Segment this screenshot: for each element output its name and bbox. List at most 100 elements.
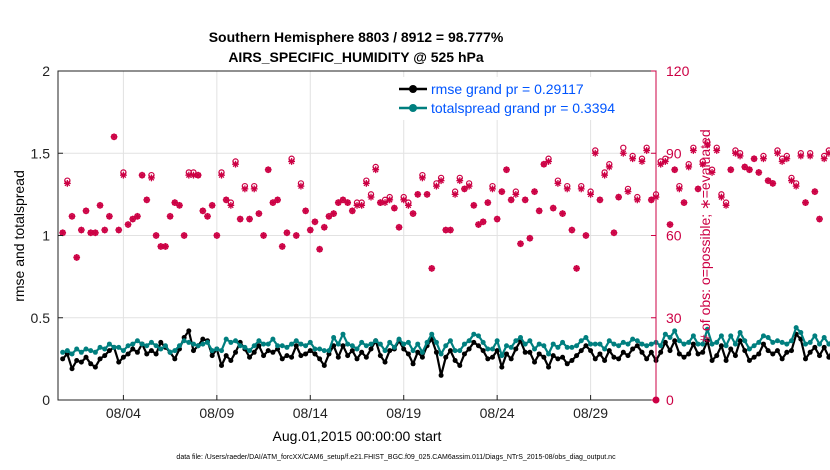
rmse-point	[634, 343, 640, 349]
totalspread-point	[293, 338, 299, 344]
evaluated-count-marker	[334, 199, 342, 206]
evaluated-count-marker	[250, 185, 258, 193]
totalspread-point	[803, 341, 808, 347]
totalspread-point	[737, 330, 743, 336]
rmse-point	[672, 338, 678, 344]
rmse-point	[461, 351, 467, 357]
evaluated-count-marker	[241, 185, 249, 193]
rmse-point	[125, 351, 131, 357]
evaluated-count-marker	[666, 221, 674, 228]
evaluated-count-marker	[713, 147, 721, 154]
evaluated-count-marker	[409, 210, 417, 217]
y-tick-label: 0	[42, 392, 50, 408]
evaluated-count-marker	[288, 158, 295, 165]
rmse-point	[289, 354, 295, 360]
evaluated-count-marker	[657, 160, 665, 168]
rmse-point	[695, 351, 701, 357]
evaluated-count-marker	[278, 243, 286, 250]
totalspread-point	[354, 346, 360, 352]
axis-ticks: 08/04 08/09 08/14 08/19 08/24 08/29 0 0.5 1 1.5 2 0…	[31, 63, 690, 421]
rmse-point	[788, 348, 794, 354]
rmse-point	[485, 356, 491, 362]
evaluated-count-marker	[162, 243, 169, 250]
rmse-point	[307, 348, 313, 354]
totalspread-point	[237, 343, 243, 349]
evaluated-count-marker	[610, 229, 618, 237]
evaluated-count-marker	[339, 196, 347, 204]
evaluated-count-marker	[498, 188, 506, 196]
evaluated-count-marker	[633, 196, 641, 204]
evaluated-count-marker	[591, 149, 599, 157]
evaluated-count-marker	[568, 226, 576, 234]
rmse-point	[728, 346, 734, 352]
totalspread-point	[658, 343, 664, 349]
evaluated-count-marker	[353, 201, 361, 209]
rmse-point	[644, 356, 650, 362]
evaluated-count-marker	[232, 160, 239, 168]
totalspread-point	[770, 339, 776, 345]
totalspread-point	[793, 325, 799, 331]
evaluated-count-marker	[316, 245, 324, 253]
totalspread-point	[742, 338, 748, 344]
rmse-point	[466, 346, 472, 352]
evaluated-count-marker	[517, 240, 524, 248]
totalspread-point	[466, 338, 472, 344]
evaluated-count-marker	[587, 190, 594, 198]
rmse-point	[508, 356, 514, 362]
rmse-point	[102, 353, 108, 359]
evaluated-count-marker	[722, 201, 730, 209]
rmse-point	[499, 364, 505, 370]
totalspread-point	[172, 348, 178, 354]
totalspread-point	[83, 346, 89, 352]
totalspread-point	[546, 351, 552, 357]
evaluated-count-marker	[311, 218, 319, 226]
right-y-tick-label: 0	[666, 392, 674, 408]
totalspread-point	[130, 341, 136, 347]
totalspread-point	[64, 348, 70, 354]
legend: rmse grand pr = 0.29117 totalspread gran…	[395, 77, 651, 120]
evaluated-count-marker	[320, 223, 328, 231]
totalspread-point	[125, 343, 131, 349]
evaluated-count-marker	[292, 232, 300, 239]
totalspread-point	[630, 336, 636, 342]
rmse-point	[144, 351, 150, 357]
evaluated-count-marker	[465, 182, 473, 190]
evaluated-count-marker	[493, 215, 501, 223]
right-y-tick-label: 120	[666, 63, 690, 79]
evaluated-count-marker	[227, 201, 235, 209]
evaluated-count-marker	[456, 177, 464, 185]
rmse-point	[97, 356, 103, 362]
rmse-point	[494, 348, 500, 354]
totalspread-point	[433, 339, 439, 345]
evaluated-count-marker	[166, 212, 174, 220]
totalspread-point	[723, 343, 729, 349]
rmse-point	[331, 343, 337, 349]
totalspread-point	[415, 341, 421, 347]
evaluated-count-marker	[825, 149, 830, 157]
totalspread-point	[139, 341, 145, 347]
rmse-point	[419, 354, 425, 360]
totalspread-point	[359, 339, 365, 345]
rmse-point	[583, 343, 589, 349]
totalspread-point	[321, 348, 327, 354]
rmse-point	[817, 353, 823, 359]
legend-spread-marker	[409, 104, 417, 112]
rmse-point	[74, 358, 80, 364]
totalspread-point	[167, 349, 173, 355]
evaluated-count-marker	[208, 201, 216, 209]
evaluated-count-marker	[414, 190, 422, 198]
right-y-tick-label: 30	[666, 310, 682, 326]
evaluated-count-marker	[582, 232, 590, 239]
evaluated-count-marker	[708, 169, 716, 176]
evaluated-count-marker	[526, 234, 534, 242]
rmse-point	[382, 359, 388, 365]
evaluated-count-marker	[774, 149, 781, 157]
totalspread-point	[480, 339, 486, 345]
rmse-point	[639, 349, 645, 355]
rmse-point	[317, 356, 323, 362]
totalspread-point	[429, 331, 435, 337]
rmse-point	[349, 348, 355, 354]
totalspread-point	[153, 343, 159, 349]
totalspread-point	[779, 339, 785, 345]
